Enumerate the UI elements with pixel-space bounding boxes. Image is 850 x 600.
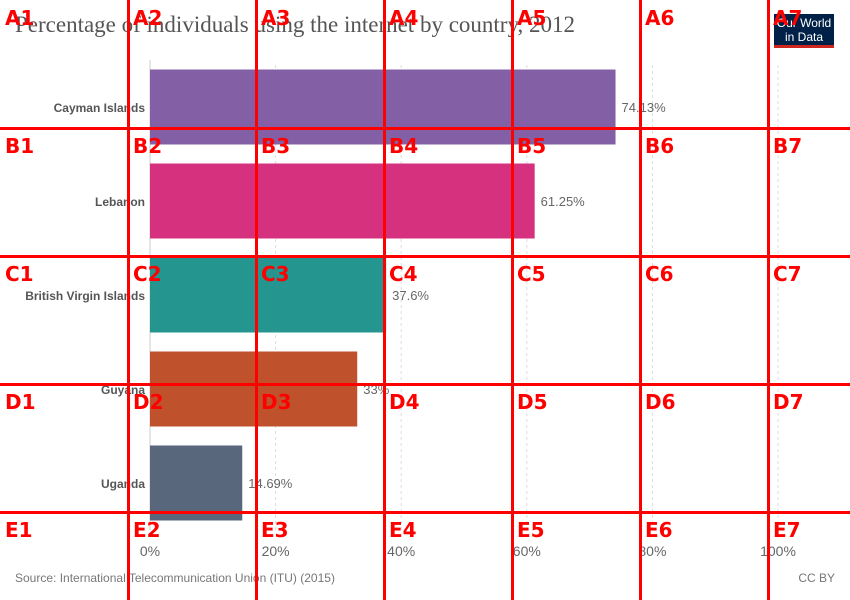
logo-line-1: Our World	[776, 16, 832, 30]
category-label: Cayman Islands	[54, 101, 146, 115]
x-tick-label: 60%	[513, 543, 541, 559]
bar[interactable]	[150, 445, 243, 521]
bar[interactable]	[150, 69, 616, 145]
category-label: Guyana	[101, 383, 145, 397]
chart-title: Percentage of individuals using the inte…	[15, 12, 575, 37]
category-label: British Virgin Islands	[25, 289, 145, 303]
category-label: Lebanon	[95, 195, 145, 209]
source-note[interactable]: Source: International Telecommunication …	[15, 571, 335, 585]
value-label: 14.69%	[248, 476, 293, 491]
x-tick-label: 20%	[262, 543, 290, 559]
value-label: 33%	[363, 382, 389, 397]
bar[interactable]	[150, 163, 535, 239]
value-label: 37.6%	[392, 288, 429, 303]
x-tick-label: 100%	[760, 543, 796, 559]
category-label: Uganda	[101, 477, 145, 491]
x-tick-label: 40%	[387, 543, 415, 559]
owid-logo[interactable]: Our World in Data	[774, 14, 834, 48]
x-tick-label: 0%	[140, 543, 160, 559]
value-label: 74.13%	[622, 100, 667, 115]
bar[interactable]	[150, 351, 358, 427]
logo-line-2: in Data	[784, 30, 824, 44]
license-link[interactable]: CC BY	[798, 571, 835, 585]
bar[interactable]	[150, 257, 387, 333]
value-label: 61.25%	[541, 194, 586, 209]
x-tick-label: 80%	[638, 543, 666, 559]
